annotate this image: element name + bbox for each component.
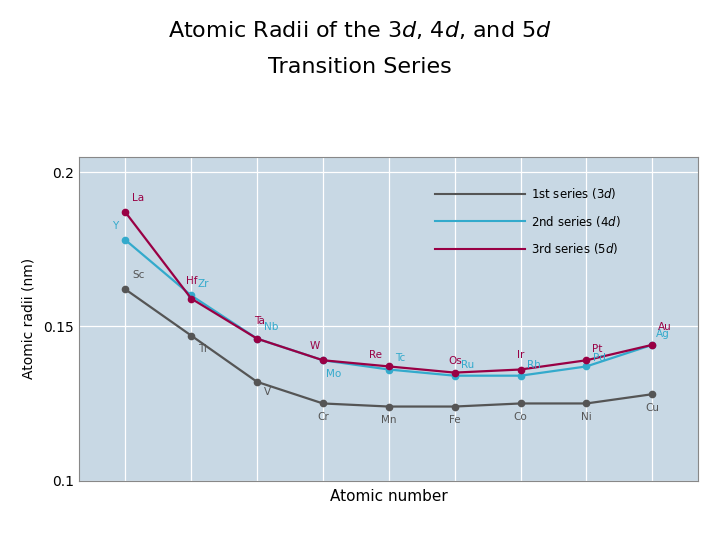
Text: Sc: Sc — [132, 270, 144, 280]
Text: W: W — [310, 341, 320, 351]
Text: Pd: Pd — [593, 353, 606, 363]
Text: Mn: Mn — [381, 415, 397, 425]
Text: La: La — [132, 193, 144, 203]
X-axis label: Atomic number: Atomic number — [330, 489, 448, 504]
Text: Ru: Ru — [462, 360, 474, 369]
Text: V: V — [264, 387, 271, 397]
Text: Transition Series: Transition Series — [268, 57, 452, 77]
Text: 1st series (3$\mathit{d}$): 1st series (3$\mathit{d}$) — [531, 186, 617, 201]
Text: Tc: Tc — [395, 353, 405, 363]
Text: Zr: Zr — [198, 279, 210, 289]
Text: Ag: Ag — [656, 329, 670, 339]
Text: Mo: Mo — [326, 369, 341, 379]
Text: 3rd series (5$\mathit{d}$): 3rd series (5$\mathit{d}$) — [531, 241, 618, 256]
Text: Ta: Ta — [253, 316, 265, 326]
Text: Os: Os — [448, 356, 462, 367]
Text: Au: Au — [657, 322, 671, 333]
Text: Nb: Nb — [264, 322, 278, 333]
Text: 2nd series (4$\mathit{d}$): 2nd series (4$\mathit{d}$) — [531, 214, 621, 229]
Text: Ir: Ir — [517, 350, 524, 360]
Text: Cr: Cr — [317, 412, 329, 422]
Text: Ni: Ni — [581, 412, 592, 422]
Text: Hf: Hf — [186, 276, 197, 286]
Text: Cu: Cu — [645, 403, 660, 413]
Text: Rh: Rh — [527, 360, 541, 369]
Y-axis label: Atomic radii (nm): Atomic radii (nm) — [22, 258, 35, 379]
Text: Y: Y — [112, 221, 119, 231]
Text: Fe: Fe — [449, 415, 461, 425]
Text: Atomic Radii of the 3$\mathit{d}$, 4$\mathit{d}$, and 5$\mathit{d}$: Atomic Radii of the 3$\mathit{d}$, 4$\ma… — [168, 19, 552, 41]
Text: Ti: Ti — [198, 344, 207, 354]
Text: Re: Re — [369, 350, 382, 360]
Text: Co: Co — [513, 412, 528, 422]
Text: Pt: Pt — [592, 344, 602, 354]
